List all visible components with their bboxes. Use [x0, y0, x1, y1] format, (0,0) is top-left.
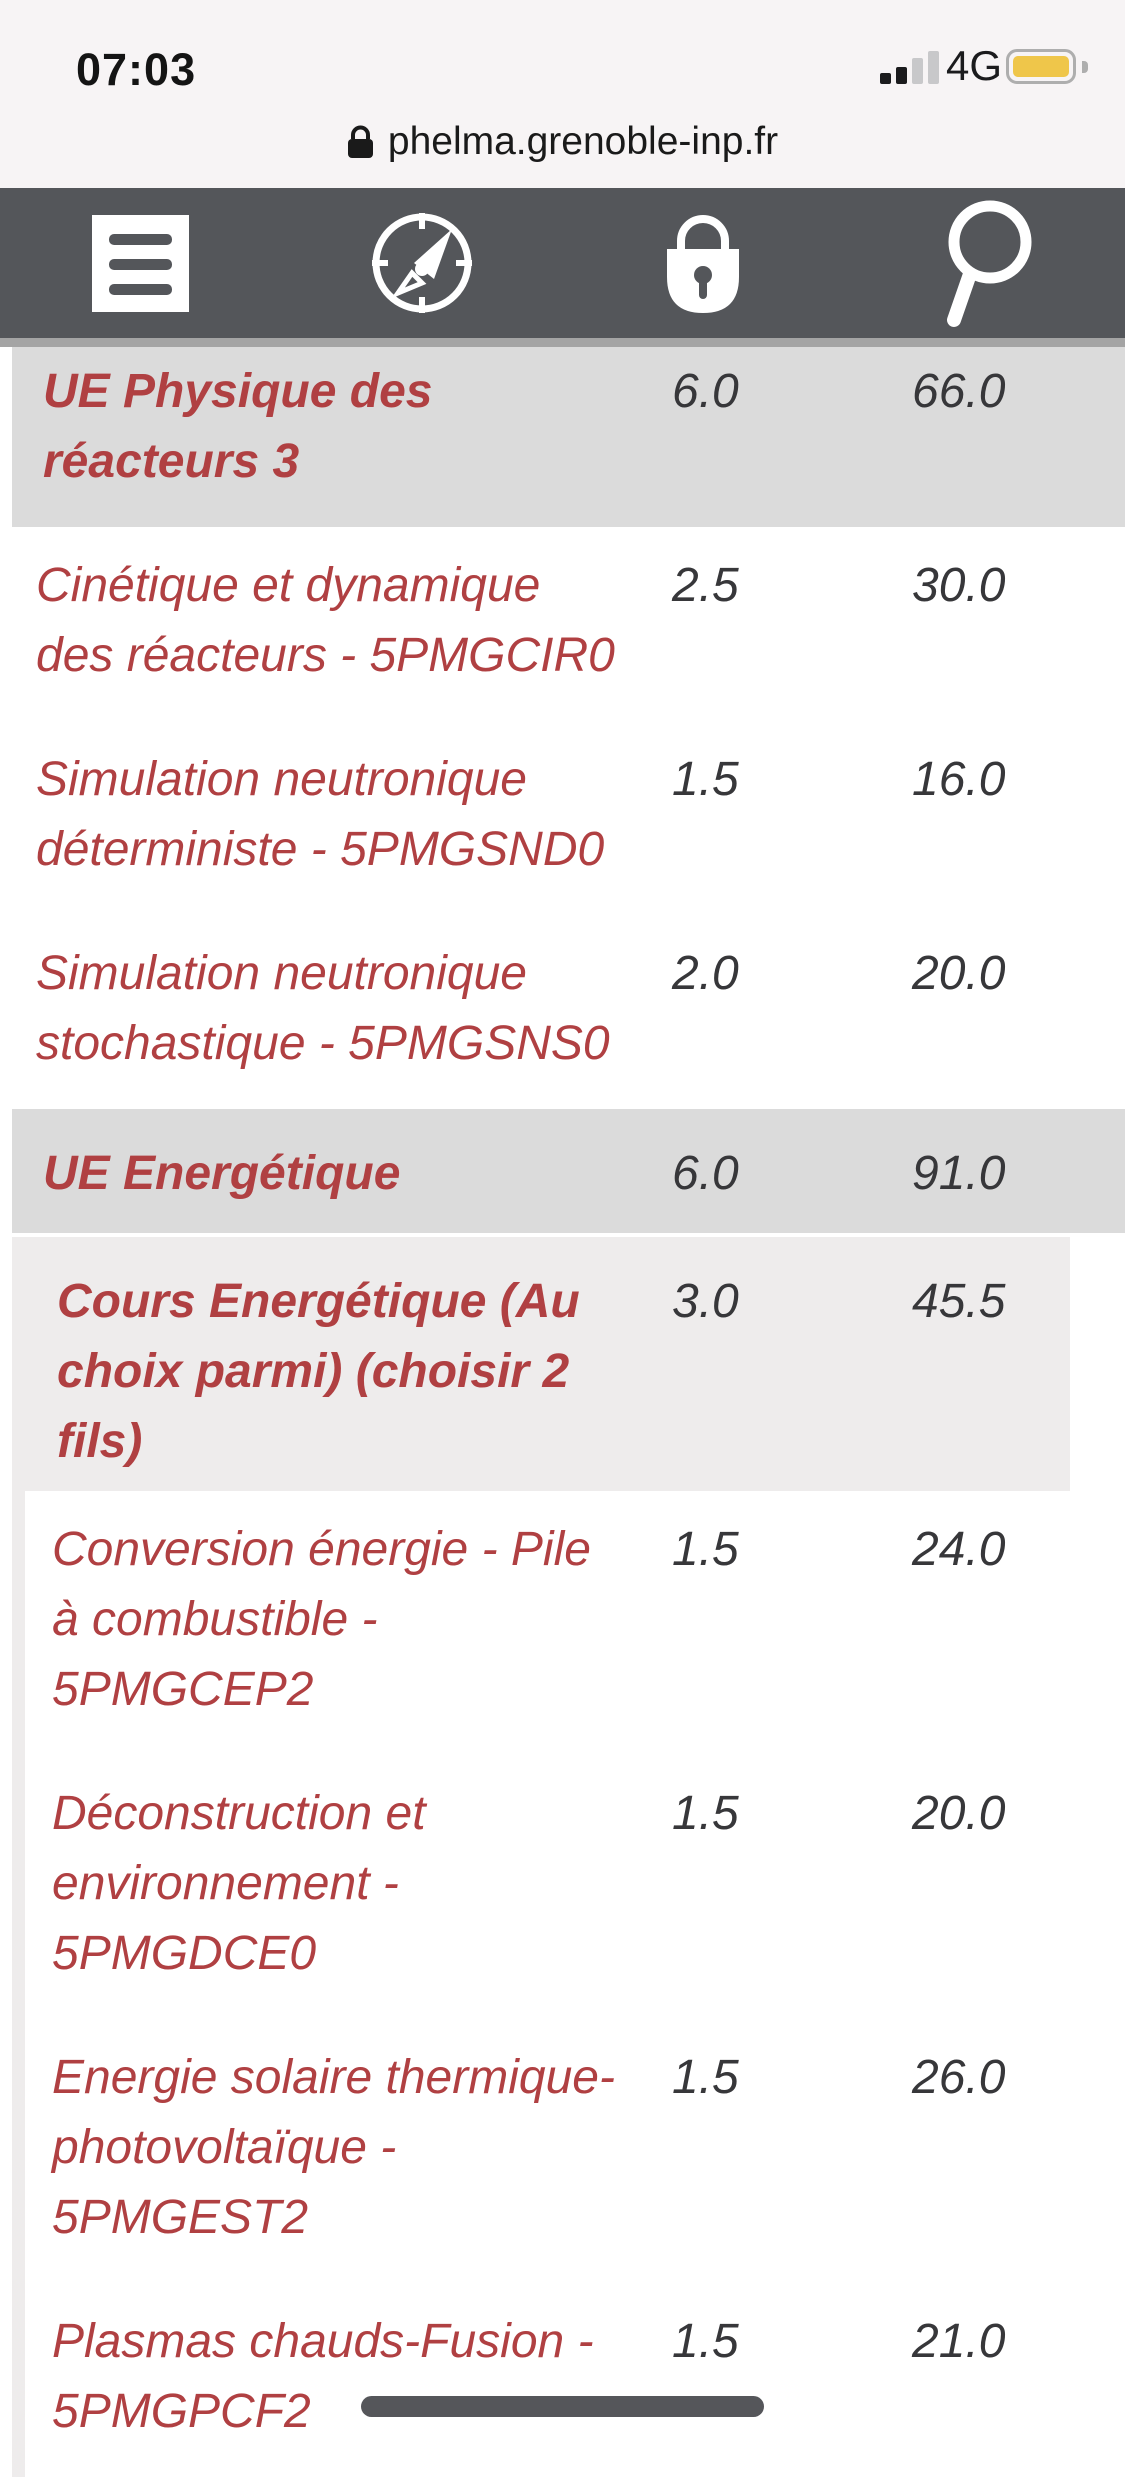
credits-value: 1.5: [672, 2051, 739, 2104]
credits-value: 1.5: [672, 2315, 739, 2368]
table-row-course: Simulation neutronique déterministe - 5P…: [12, 721, 1125, 915]
battery-fill: [1013, 56, 1069, 77]
search-button[interactable]: [844, 188, 1125, 338]
hours-value: 20.0: [912, 947, 1006, 1000]
ue-link[interactable]: UE Physique des réacteurs 3: [43, 365, 433, 488]
hours-value: 24.0: [912, 1523, 1006, 1576]
search-icon: [947, 200, 1032, 327]
status-and-url-area: 07:03 4G phelma.grenoble-inp.fr: [0, 0, 1125, 188]
status-time: 07:03: [76, 44, 197, 95]
site-toolbar: [0, 188, 1125, 338]
credits-value: 1.5: [672, 1787, 739, 1840]
table-row-choice: Déconstruction et environnement - 5PMGDC…: [25, 1755, 1070, 2019]
table-row-ue: UE Physique des réacteurs 3 6.0 66.0: [12, 347, 1125, 527]
table-row-choice: Conversion énergie - Pile à combustible …: [25, 1491, 1070, 1755]
lock-icon: [667, 215, 740, 313]
credits-value: 6.0: [672, 1147, 739, 1200]
hours-value: 16.0: [912, 753, 1006, 806]
hours-value: 21.0: [912, 2315, 1006, 2368]
network-type-label: 4G: [946, 42, 1003, 89]
course-link[interactable]: Simulation neutronique stochastique - 5P…: [36, 947, 610, 1070]
course-link[interactable]: Cinétique et dynamique des réacteurs - 5…: [36, 559, 615, 682]
credits-value: 2.0: [672, 947, 739, 1000]
hours-value: 66.0: [912, 365, 1006, 418]
url-bar[interactable]: phelma.grenoble-inp.fr: [0, 118, 1125, 166]
course-link[interactable]: Plasmas chauds-Fusion - 5PMGPCF2: [52, 2315, 594, 2438]
compass-button[interactable]: [281, 188, 562, 338]
url-domain: phelma.grenoble-inp.fr: [387, 120, 779, 163]
compass-icon: [371, 213, 472, 313]
ue-link[interactable]: UE Energétique: [43, 1147, 401, 1200]
table-row-ue: UE Energétique 6.0 91.0: [12, 1109, 1125, 1233]
menu-button[interactable]: [0, 188, 281, 338]
course-link[interactable]: Déconstruction et environnement - 5PMGDC…: [52, 1787, 426, 1980]
home-indicator[interactable]: [361, 2396, 764, 2417]
choice-header-link[interactable]: Cours Energétique (Au choix parmi) (choi…: [57, 1275, 580, 1468]
grades-table: UE Physique des réacteurs 3 6.0 66.0 Cin…: [12, 347, 1125, 2477]
credits-value: 1.5: [672, 1523, 739, 1576]
credits-value: 2.5: [672, 559, 739, 612]
menu-icon: [92, 214, 190, 312]
table-row-choice: Energie solaire thermique- photovoltaïqu…: [25, 2019, 1070, 2283]
hours-value: 91.0: [912, 1147, 1006, 1200]
toolbar-shadow: [0, 338, 1125, 347]
course-link[interactable]: Energie solaire thermique- photovoltaïqu…: [52, 2051, 615, 2244]
course-link[interactable]: Conversion énergie - Pile à combustible …: [52, 1523, 591, 1716]
hours-value: 45.5: [912, 1275, 1006, 1328]
table-row-course: Cinétique et dynamique des réacteurs - 5…: [12, 527, 1125, 721]
credits-value: 1.5: [672, 753, 739, 806]
choice-subtable: Conversion énergie - Pile à combustible …: [25, 1491, 1070, 2477]
credits-value: 6.0: [672, 365, 739, 418]
hours-value: 26.0: [912, 2051, 1006, 2104]
course-link[interactable]: Simulation neutronique déterministe - 5P…: [36, 753, 605, 876]
cellular-signal-icon: [880, 51, 939, 84]
battery-nub: [1082, 61, 1088, 73]
table-row-choice-header: Cours Energétique (Au choix parmi) (choi…: [12, 1237, 1070, 1491]
hours-value: 30.0: [912, 559, 1006, 612]
credits-value: 3.0: [672, 1275, 739, 1328]
hours-value: 20.0: [912, 1787, 1006, 1840]
https-lock-icon: [347, 125, 373, 158]
table-row-course: Simulation neutronique stochastique - 5P…: [12, 915, 1125, 1109]
battery-icon: [1006, 49, 1076, 84]
lock-button[interactable]: [563, 188, 844, 338]
table-row-choice: Plasmas chauds-Fusion - 5PMGPCF2 1.5 21.…: [25, 2283, 1070, 2477]
choice-section: Cours Energétique (Au choix parmi) (choi…: [12, 1237, 1070, 2477]
